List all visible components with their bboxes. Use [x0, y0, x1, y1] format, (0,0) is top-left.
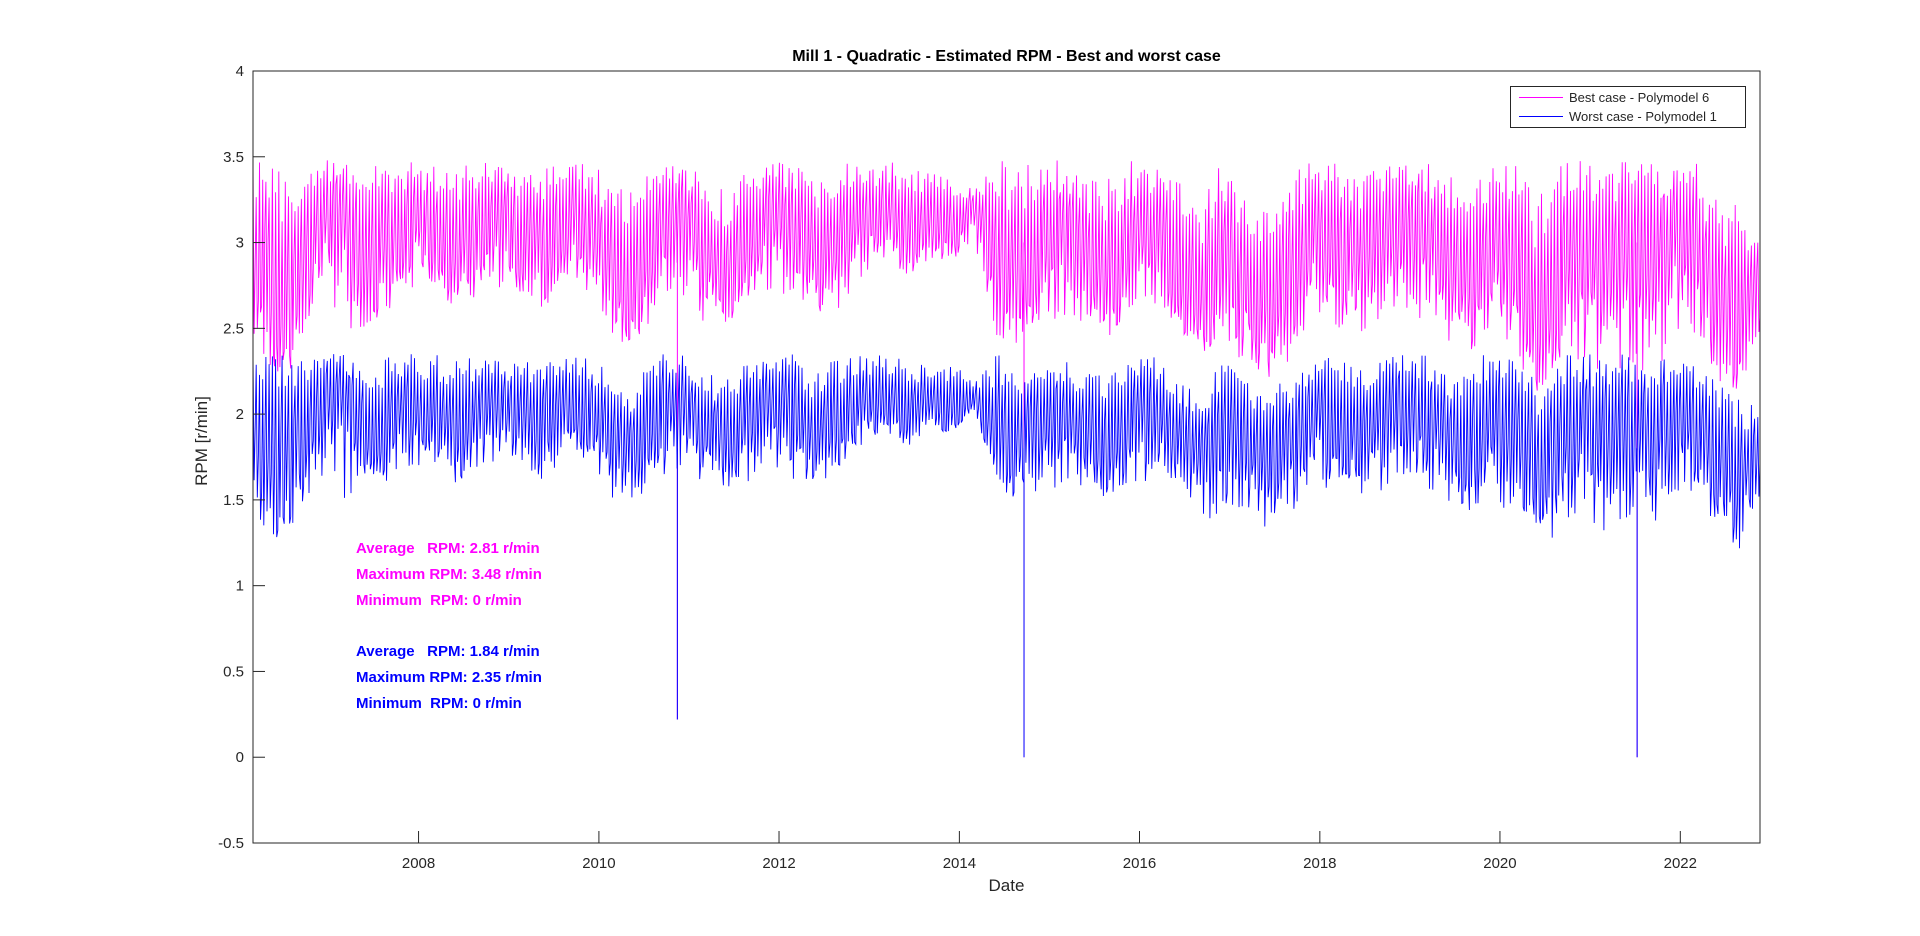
legend-item-worst: Worst case - Polymodel 1 — [1511, 107, 1745, 127]
worst-maximum-text: Maximum RPM: 2.35 r/min — [356, 669, 542, 686]
y-axis-label: RPM [r/min] — [192, 396, 211, 486]
y-tick-label: 3.5 — [223, 149, 244, 166]
series-line-best — [252, 160, 1761, 391]
x-tick-label: 2008 — [402, 855, 435, 872]
x-tick-label: 2014 — [943, 855, 976, 872]
legend: Best case - Polymodel 6 Worst case - Pol… — [1510, 86, 1746, 128]
legend-label-best: Best case - Polymodel 6 — [1569, 90, 1710, 105]
axes-layer — [252, 70, 1761, 844]
legend-label-worst: Worst case - Polymodel 1 — [1569, 109, 1717, 124]
y-tick-label: 1 — [236, 578, 244, 595]
y-tick-label: 4 — [236, 63, 244, 80]
worst-minimum-text: Minimum RPM: 0 r/min — [356, 695, 522, 712]
worst-average-text: Average RPM: 1.84 r/min — [356, 643, 540, 660]
legend-swatch-best — [1519, 97, 1563, 98]
y-tick-label: 1.5 — [223, 492, 244, 509]
plot-frame — [252, 70, 1761, 844]
x-axis-label: Date — [989, 876, 1025, 895]
legend-swatch-worst — [1519, 116, 1563, 117]
x-tick-label: 2016 — [1123, 855, 1156, 872]
labels-layer: -0.5 0 0.5 1 1.5 2 2.5 3 3.5 4 2008 2010 2012 2014 201… — [192, 48, 1697, 895]
best-maximum-text: Maximum RPM: 3.48 r/min — [356, 566, 542, 583]
x-tick-label: 2022 — [1664, 855, 1697, 872]
y-tick-label: 2.5 — [223, 320, 244, 337]
x-tick-label: 2020 — [1483, 855, 1516, 872]
x-tick-label: 2010 — [582, 855, 615, 872]
best-minimum-text: Minimum RPM: 0 r/min — [356, 592, 522, 609]
legend-item-best: Best case - Polymodel 6 — [1511, 88, 1745, 108]
x-tick-label: 2012 — [762, 855, 795, 872]
x-tick-label: 2018 — [1303, 855, 1336, 872]
series-layer — [252, 160, 1761, 758]
best-average-text: Average RPM: 2.81 r/min — [356, 540, 540, 557]
y-tick-label: 0 — [236, 749, 244, 766]
y-tick-label: 2 — [236, 406, 244, 423]
y-tick-label: -0.5 — [218, 835, 244, 852]
y-tick-label: 0.5 — [223, 663, 244, 680]
chart-title: Mill 1 - Quadratic - Estimated RPM - Bes… — [792, 48, 1221, 65]
y-tick-label: 3 — [236, 235, 244, 252]
series-line-worst — [252, 354, 1761, 549]
